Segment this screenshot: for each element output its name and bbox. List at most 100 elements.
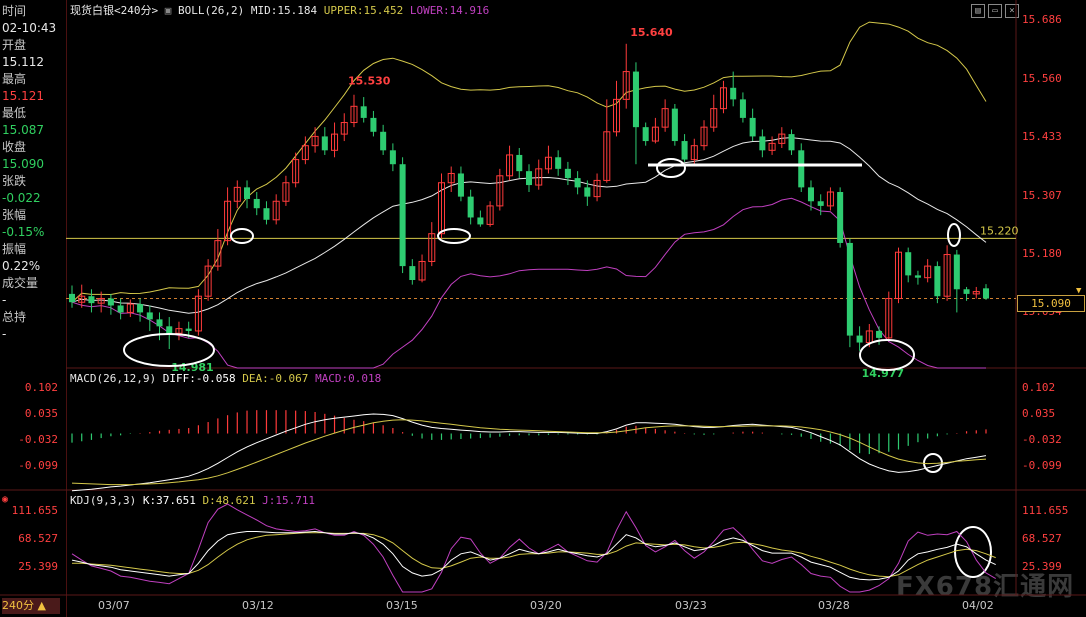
candle-body-down xyxy=(798,150,805,188)
candle-body-down xyxy=(671,108,678,142)
candle-body-down xyxy=(399,164,406,267)
macd-tick: 0.035 xyxy=(1022,407,1056,420)
highlight-circle xyxy=(954,526,992,578)
candle-body-up xyxy=(496,175,504,207)
boll-upper: UPPER:15.452 xyxy=(323,4,404,17)
boll-lower: LOWER:14.916 xyxy=(409,4,490,17)
macd-value: MACD:0.018 xyxy=(315,372,382,385)
low-value: 15.087 xyxy=(2,123,44,137)
close-icon[interactable]: × xyxy=(1005,4,1019,18)
candle-body-down xyxy=(837,192,844,243)
kdj-k-line xyxy=(71,530,996,581)
candle-body-down xyxy=(953,254,960,290)
macd-tick: 0.102 xyxy=(1022,381,1056,394)
macd-tick-left: 0.102 xyxy=(24,381,58,394)
date-tick: 04/02 xyxy=(962,599,994,612)
date-tick: 03/07 xyxy=(98,599,130,612)
kdj-tick-left: 111.655 xyxy=(11,504,58,517)
candle-body-up xyxy=(710,108,718,128)
macd-diff: DIFF:-0.058 xyxy=(162,372,236,385)
candle-body-up xyxy=(622,71,630,100)
candle-body-up xyxy=(972,291,980,295)
candle-body-up xyxy=(885,298,893,339)
candle-body-up xyxy=(331,133,339,151)
kdj-label: KDJ(9,3,3) xyxy=(70,494,137,507)
candle-body-up xyxy=(943,254,951,297)
candle-body-up xyxy=(194,295,202,332)
candle-body-down xyxy=(759,136,766,151)
date-tick: 03/20 xyxy=(530,599,562,612)
candle-body-down xyxy=(525,171,533,186)
kdj-d: D:48.621 xyxy=(202,494,256,507)
settings-icon[interactable]: ▤ xyxy=(971,4,985,18)
price-annotation: 14.981 xyxy=(171,361,213,374)
pct-label: 张幅 xyxy=(2,208,27,222)
candle-body-up xyxy=(924,265,932,279)
candle-body-down xyxy=(389,150,396,165)
date-tick: 03/28 xyxy=(818,599,850,612)
candle-body-up xyxy=(826,191,834,207)
volume-label: 成交量 xyxy=(2,276,39,290)
candle-body-down xyxy=(584,187,591,197)
candle-body-down xyxy=(166,326,173,334)
candle-body-up xyxy=(593,179,601,198)
candle-body-up xyxy=(78,295,86,303)
candle-body-down xyxy=(846,242,853,336)
candle-body-up xyxy=(544,156,552,170)
open-value: 15.112 xyxy=(2,55,44,69)
candle-body-up xyxy=(350,105,358,124)
macd-diff-line xyxy=(71,413,987,492)
main-panel-header: 现货白银<240分> ▣ BOLL(26,2) MID:15.184 UPPER… xyxy=(70,4,489,18)
candle-body-up xyxy=(612,98,621,133)
price-tick: 15.433 xyxy=(1022,130,1062,143)
open-interest-label: 总持 xyxy=(2,310,27,324)
kdj-marker-icon: ◉ xyxy=(2,494,9,505)
candle-body-up xyxy=(719,87,727,110)
price-tick: 15.180 xyxy=(1022,247,1062,260)
candle-body-down xyxy=(564,168,571,179)
candle-body-down xyxy=(788,134,795,151)
price-tick: 15.560 xyxy=(1022,72,1062,85)
candle-body-down xyxy=(137,304,144,313)
quote-sidebar: 时间 02-10:43 开盘 15.112 最高 15.121 最低 15.08… xyxy=(0,0,67,617)
boll-mid: MID:15.184 xyxy=(250,4,318,17)
date-tick: 03/23 xyxy=(675,599,707,612)
candle-body-up xyxy=(340,122,348,135)
candle-body-down xyxy=(88,296,95,304)
kdj-panel-header: KDJ(9,3,3) K:37.651 D:48.621 J:15.711 xyxy=(70,494,315,508)
candle-body-up xyxy=(428,233,436,262)
candle-body-down xyxy=(749,117,756,137)
candle-body-up xyxy=(603,131,611,181)
candle-body-up xyxy=(214,240,222,267)
candle-body-down xyxy=(516,154,523,172)
candle-body-up xyxy=(418,260,426,281)
candle-body-up xyxy=(272,200,280,221)
macd-panel-header: MACD(26,12,9) DIFF:-0.058 DEA:-0.067 MAC… xyxy=(70,372,381,386)
period-selector-button[interactable]: 240分 ▲ xyxy=(2,598,60,614)
candle-body-down xyxy=(380,131,387,151)
candle-body-down xyxy=(982,288,990,299)
candle-body-up xyxy=(486,205,494,225)
minimize-icon[interactable]: ▭ xyxy=(988,4,1002,18)
candle-body-up xyxy=(233,186,241,202)
kdj-tick-left: 68.527 xyxy=(18,532,58,545)
kdj-j-line xyxy=(71,503,996,593)
highlight-circle xyxy=(123,333,215,367)
candle-body-down xyxy=(68,293,76,303)
indicator-icon[interactable]: ▣ xyxy=(164,4,172,17)
candle-body-down xyxy=(642,127,649,142)
highlight-circle xyxy=(947,223,961,247)
candle-body-down xyxy=(807,187,814,202)
date-tick: 03/12 xyxy=(242,599,274,612)
candle-body-up xyxy=(204,265,212,297)
change-label: 张跌 xyxy=(2,174,27,188)
macd-tick-left: -0.032 xyxy=(18,433,58,446)
current-price-tag: 15.090 xyxy=(1017,295,1085,312)
time-value: 02-10:43 xyxy=(2,21,57,35)
candle-body-up xyxy=(865,330,873,344)
candle-body-up xyxy=(175,328,183,334)
price-annotation: 15.640 xyxy=(630,26,673,39)
candle-body-down xyxy=(457,173,464,197)
candle-body-down xyxy=(817,201,824,206)
